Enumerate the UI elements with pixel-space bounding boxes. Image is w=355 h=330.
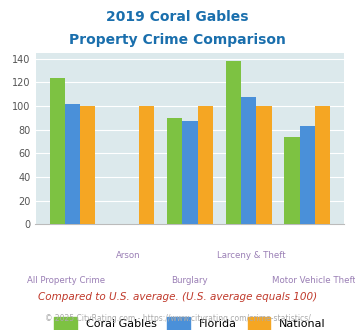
Bar — [182, 121, 198, 224]
Bar — [139, 106, 154, 224]
Bar — [315, 106, 330, 224]
Text: 2019 Coral Gables: 2019 Coral Gables — [106, 10, 249, 24]
Bar — [80, 106, 95, 224]
Text: Burglary: Burglary — [171, 276, 208, 284]
Bar — [241, 97, 256, 224]
Text: © 2025 CityRating.com - https://www.cityrating.com/crime-statistics/: © 2025 CityRating.com - https://www.city… — [45, 314, 310, 323]
Bar — [284, 137, 300, 224]
Text: Compared to U.S. average. (U.S. average equals 100): Compared to U.S. average. (U.S. average … — [38, 292, 317, 302]
Text: Property Crime Comparison: Property Crime Comparison — [69, 33, 286, 47]
Bar — [167, 118, 182, 224]
Text: Larceny & Theft: Larceny & Theft — [217, 251, 286, 260]
Bar — [300, 126, 315, 224]
Text: Arson: Arson — [116, 251, 141, 260]
Bar — [198, 106, 213, 224]
Bar — [226, 61, 241, 224]
Text: Motor Vehicle Theft: Motor Vehicle Theft — [272, 276, 355, 284]
Bar — [256, 106, 272, 224]
Bar — [65, 104, 80, 224]
Bar — [50, 78, 65, 224]
Text: All Property Crime: All Property Crime — [27, 276, 105, 284]
Legend: Coral Gables, Florida, National: Coral Gables, Florida, National — [49, 312, 331, 330]
